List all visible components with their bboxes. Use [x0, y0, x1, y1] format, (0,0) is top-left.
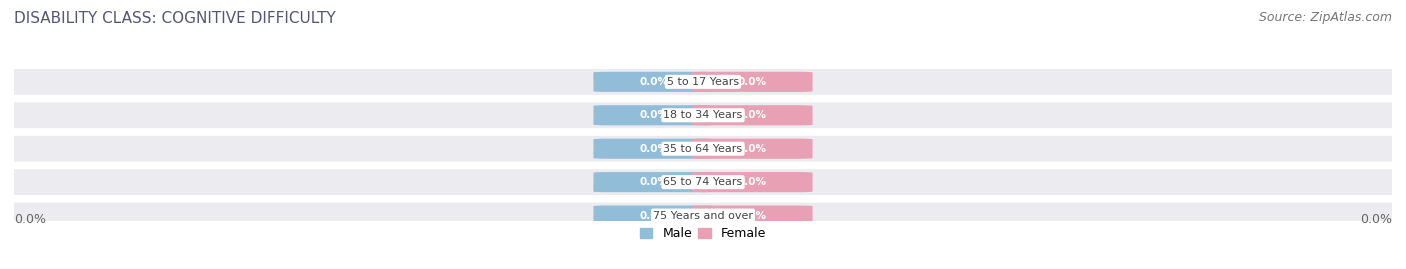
FancyBboxPatch shape: [692, 139, 813, 159]
FancyBboxPatch shape: [593, 139, 714, 159]
Text: 35 to 64 Years: 35 to 64 Years: [664, 144, 742, 154]
Text: 0.0%: 0.0%: [738, 144, 766, 154]
Text: 0.0%: 0.0%: [640, 177, 668, 187]
Text: 0.0%: 0.0%: [738, 177, 766, 187]
FancyBboxPatch shape: [692, 105, 813, 125]
FancyBboxPatch shape: [692, 72, 813, 92]
Text: 75 Years and over: 75 Years and over: [652, 211, 754, 221]
FancyBboxPatch shape: [593, 206, 714, 226]
FancyBboxPatch shape: [0, 136, 1406, 162]
Text: Source: ZipAtlas.com: Source: ZipAtlas.com: [1258, 11, 1392, 24]
Text: DISABILITY CLASS: COGNITIVE DIFFICULTY: DISABILITY CLASS: COGNITIVE DIFFICULTY: [14, 11, 336, 26]
FancyBboxPatch shape: [0, 203, 1406, 228]
FancyBboxPatch shape: [593, 172, 714, 192]
FancyBboxPatch shape: [593, 72, 714, 92]
FancyBboxPatch shape: [692, 172, 813, 192]
FancyBboxPatch shape: [0, 169, 1406, 195]
Text: 0.0%: 0.0%: [738, 77, 766, 87]
Text: 0.0%: 0.0%: [1360, 213, 1392, 226]
Text: 0.0%: 0.0%: [14, 213, 46, 226]
Text: 0.0%: 0.0%: [640, 211, 668, 221]
Text: 0.0%: 0.0%: [738, 110, 766, 120]
FancyBboxPatch shape: [593, 105, 714, 125]
Text: 0.0%: 0.0%: [738, 211, 766, 221]
Text: 18 to 34 Years: 18 to 34 Years: [664, 110, 742, 120]
Text: 0.0%: 0.0%: [640, 77, 668, 87]
FancyBboxPatch shape: [692, 206, 813, 226]
FancyBboxPatch shape: [0, 69, 1406, 95]
FancyBboxPatch shape: [0, 102, 1406, 128]
Text: 0.0%: 0.0%: [640, 144, 668, 154]
Text: 65 to 74 Years: 65 to 74 Years: [664, 177, 742, 187]
Text: 5 to 17 Years: 5 to 17 Years: [666, 77, 740, 87]
Legend: Male, Female: Male, Female: [636, 222, 770, 245]
Text: 0.0%: 0.0%: [640, 110, 668, 120]
